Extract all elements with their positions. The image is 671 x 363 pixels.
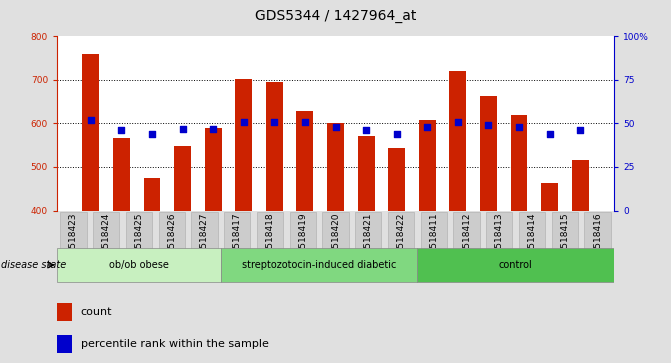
Bar bbox=[389, 148, 405, 211]
Text: GSM1518416: GSM1518416 bbox=[593, 212, 602, 273]
FancyBboxPatch shape bbox=[257, 212, 283, 274]
Text: GSM1518423: GSM1518423 bbox=[69, 212, 78, 273]
FancyBboxPatch shape bbox=[388, 212, 414, 274]
Point bbox=[483, 122, 494, 128]
FancyBboxPatch shape bbox=[57, 248, 221, 282]
Bar bbox=[511, 115, 527, 211]
Bar bbox=[144, 178, 160, 211]
FancyBboxPatch shape bbox=[584, 212, 611, 274]
FancyBboxPatch shape bbox=[224, 212, 250, 274]
Bar bbox=[205, 128, 221, 211]
Point bbox=[269, 119, 280, 125]
Text: GSM1518421: GSM1518421 bbox=[364, 212, 373, 273]
Point bbox=[299, 119, 310, 125]
Bar bbox=[450, 71, 466, 211]
Bar bbox=[358, 136, 374, 211]
Bar bbox=[480, 96, 497, 211]
Text: GSM1518420: GSM1518420 bbox=[331, 212, 340, 273]
FancyBboxPatch shape bbox=[221, 248, 417, 282]
Point bbox=[330, 124, 341, 130]
FancyBboxPatch shape bbox=[552, 212, 578, 274]
Point bbox=[85, 117, 96, 123]
Point bbox=[422, 124, 433, 130]
Bar bbox=[83, 54, 99, 211]
Text: streptozotocin-induced diabetic: streptozotocin-induced diabetic bbox=[242, 260, 397, 270]
Point bbox=[361, 127, 372, 133]
Text: GSM1518417: GSM1518417 bbox=[233, 212, 242, 273]
Point bbox=[391, 131, 402, 137]
Bar bbox=[57, 335, 72, 353]
FancyBboxPatch shape bbox=[126, 212, 152, 274]
Text: GSM1518422: GSM1518422 bbox=[397, 212, 405, 273]
FancyBboxPatch shape bbox=[421, 212, 447, 274]
Text: GSM1518427: GSM1518427 bbox=[200, 212, 209, 273]
Text: GSM1518425: GSM1518425 bbox=[134, 212, 144, 273]
Point bbox=[514, 124, 525, 130]
FancyBboxPatch shape bbox=[191, 212, 217, 274]
Bar bbox=[174, 146, 191, 211]
Bar bbox=[266, 82, 282, 211]
FancyBboxPatch shape bbox=[290, 212, 316, 274]
FancyBboxPatch shape bbox=[93, 212, 119, 274]
FancyBboxPatch shape bbox=[60, 212, 87, 274]
Text: count: count bbox=[81, 307, 112, 317]
FancyBboxPatch shape bbox=[355, 212, 381, 274]
Text: ob/ob obese: ob/ob obese bbox=[109, 260, 169, 270]
Text: disease state: disease state bbox=[1, 260, 66, 270]
FancyBboxPatch shape bbox=[417, 248, 614, 282]
FancyBboxPatch shape bbox=[454, 212, 480, 274]
Text: GSM1518412: GSM1518412 bbox=[462, 212, 471, 273]
Text: control: control bbox=[499, 260, 533, 270]
Point bbox=[544, 131, 555, 137]
Point bbox=[452, 119, 463, 125]
Text: GSM1518413: GSM1518413 bbox=[495, 212, 504, 273]
Text: GSM1518424: GSM1518424 bbox=[102, 212, 111, 273]
Point bbox=[238, 119, 249, 125]
FancyBboxPatch shape bbox=[519, 212, 545, 274]
Bar bbox=[327, 123, 344, 211]
Bar bbox=[57, 303, 72, 322]
FancyBboxPatch shape bbox=[486, 212, 513, 274]
FancyBboxPatch shape bbox=[322, 212, 349, 274]
Text: GSM1518419: GSM1518419 bbox=[298, 212, 307, 273]
Text: GSM1518414: GSM1518414 bbox=[527, 212, 537, 273]
Text: percentile rank within the sample: percentile rank within the sample bbox=[81, 339, 268, 349]
Point bbox=[146, 131, 157, 137]
Text: GDS5344 / 1427964_at: GDS5344 / 1427964_at bbox=[255, 9, 416, 23]
Point bbox=[208, 126, 219, 131]
Point bbox=[575, 127, 586, 133]
Bar bbox=[113, 138, 130, 211]
Bar bbox=[419, 121, 435, 211]
Bar bbox=[541, 183, 558, 211]
Text: GSM1518411: GSM1518411 bbox=[429, 212, 438, 273]
Bar bbox=[572, 160, 588, 211]
FancyBboxPatch shape bbox=[158, 212, 185, 274]
Text: GSM1518418: GSM1518418 bbox=[266, 212, 274, 273]
Point bbox=[177, 126, 188, 131]
Text: GSM1518426: GSM1518426 bbox=[167, 212, 176, 273]
Text: GSM1518415: GSM1518415 bbox=[560, 212, 569, 273]
Bar bbox=[236, 78, 252, 211]
Bar bbox=[297, 111, 313, 211]
Point bbox=[116, 127, 127, 133]
